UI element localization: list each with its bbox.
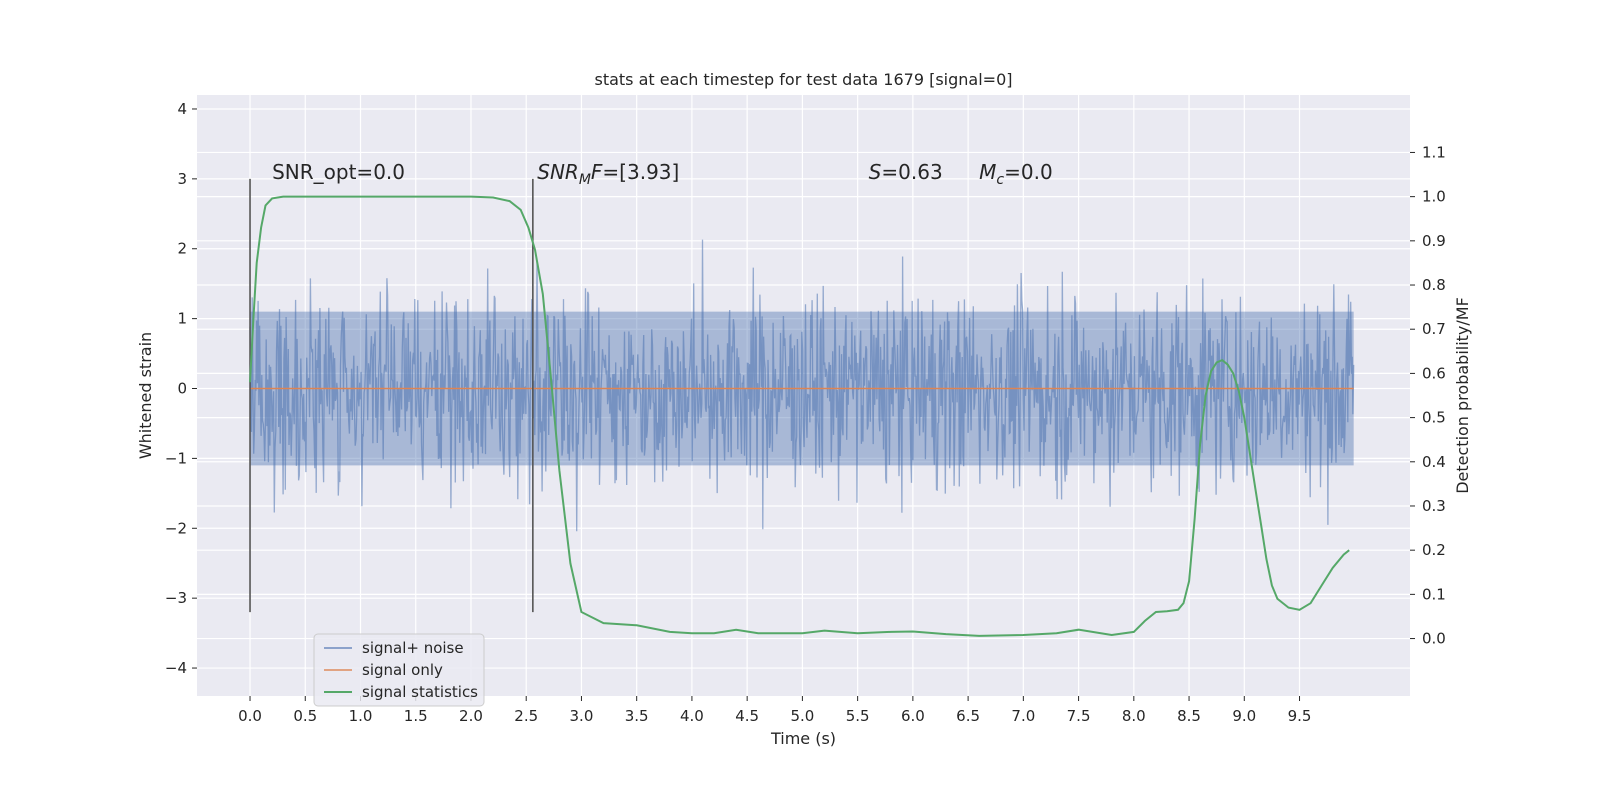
y2-tick-label: 0.5 <box>1422 409 1446 427</box>
legend-label-signal-statistics: signal statistics <box>362 683 478 701</box>
annotation-subscript: c <box>996 172 1004 188</box>
y2-tick-label: 0.1 <box>1422 585 1446 603</box>
x-tick-label: 9.5 <box>1288 707 1312 725</box>
y2-axis-label: Detection probability/MF <box>1453 297 1472 494</box>
vertical-markers <box>249 178 534 613</box>
y-tick-label: 4 <box>177 100 187 118</box>
x-tick-label: 8.0 <box>1122 707 1146 725</box>
x-tick-label: 5.0 <box>790 707 814 725</box>
y-tick-label: −1 <box>165 449 187 467</box>
x-tick-label: 8.5 <box>1177 707 1201 725</box>
y-tick-label: 0 <box>177 380 187 398</box>
annotation-text: SNR_opt=0.0 <box>272 160 405 184</box>
annotation-rest: F=[3.93] <box>591 160 679 184</box>
y-tick-label: 2 <box>177 240 187 258</box>
y2-tick-label: 0.0 <box>1422 630 1446 648</box>
legend: signal+ noise signal only signal statist… <box>313 633 485 707</box>
axis-ticks: 0.0 0.5 1.0 1.5 2.0 2.5 3.0 3.5 4.0 4.5 5.0 5.5 6.0 6… <box>165 100 1446 725</box>
x-tick-label: 1.5 <box>404 707 428 725</box>
annotation-rest: =0.0 <box>1004 160 1053 184</box>
legend-box <box>313 633 485 707</box>
annotation-main: M <box>979 160 996 184</box>
annotations: SNR_opt=0.0 SNRMF=[3.93] S=0.63 Mc=0.0 <box>272 160 1053 188</box>
x-tick-label: 3.5 <box>625 707 649 725</box>
annotation-main: SNR <box>537 160 579 184</box>
annotation-rest: =0.63 <box>881 160 942 184</box>
y-tick-label: −2 <box>165 519 187 537</box>
annotation-text: S=0.63 <box>869 160 943 184</box>
x-tick-label: 0.5 <box>293 707 317 725</box>
y-tick-label: 1 <box>177 310 187 328</box>
y-tick-label: 3 <box>177 170 187 188</box>
x-tick-label: 6.5 <box>956 707 980 725</box>
x-tick-label: 9.0 <box>1232 707 1256 725</box>
x-tick-label: 1.0 <box>349 707 373 725</box>
x-axis-label: Time (s) <box>770 729 836 748</box>
x-tick-label: 4.0 <box>680 707 704 725</box>
x-tick-label: 6.0 <box>901 707 925 725</box>
y2-tick-label: 0.2 <box>1422 541 1446 559</box>
y2-tick-label: 0.7 <box>1422 320 1446 338</box>
x-tick-label: 7.0 <box>1011 707 1035 725</box>
x-tick-label: 4.5 <box>735 707 759 725</box>
x-tick-label: 7.5 <box>1067 707 1091 725</box>
legend-label-signal-noise: signal+ noise <box>362 639 464 657</box>
annotation-main: S <box>869 160 882 184</box>
x-tick-label: 2.5 <box>514 707 538 725</box>
annotation-subscript: M <box>579 172 591 188</box>
y-tick-label: −3 <box>165 589 187 607</box>
legend-label-signal-only: signal only <box>362 661 443 679</box>
chart-title: stats at each timestep for test data 167… <box>594 70 1012 89</box>
x-tick-label: 5.5 <box>846 707 870 725</box>
y2-tick-label: 0.8 <box>1422 276 1446 294</box>
y-tick-label: −4 <box>165 659 187 677</box>
y2-tick-label: 0.3 <box>1422 497 1446 515</box>
y-axis-label: Whitened strain <box>136 332 155 459</box>
x-tick-label: 2.0 <box>459 707 483 725</box>
annotation-text: SNRMF=[3.93] <box>537 160 679 188</box>
y2-tick-label: 1.0 <box>1422 188 1446 206</box>
y2-tick-label: 0.9 <box>1422 232 1446 250</box>
x-tick-label: 3.0 <box>570 707 594 725</box>
noise-trace <box>249 239 1355 532</box>
annotation-text: Mc=0.0 <box>979 160 1053 188</box>
y2-tick-label: 1.1 <box>1422 143 1446 161</box>
series-signal-statistics-line <box>249 195 1350 637</box>
y2-tick-label: 0.6 <box>1422 364 1446 382</box>
x-tick-label: 0.0 <box>238 707 262 725</box>
y2-tick-label: 0.4 <box>1422 453 1446 471</box>
